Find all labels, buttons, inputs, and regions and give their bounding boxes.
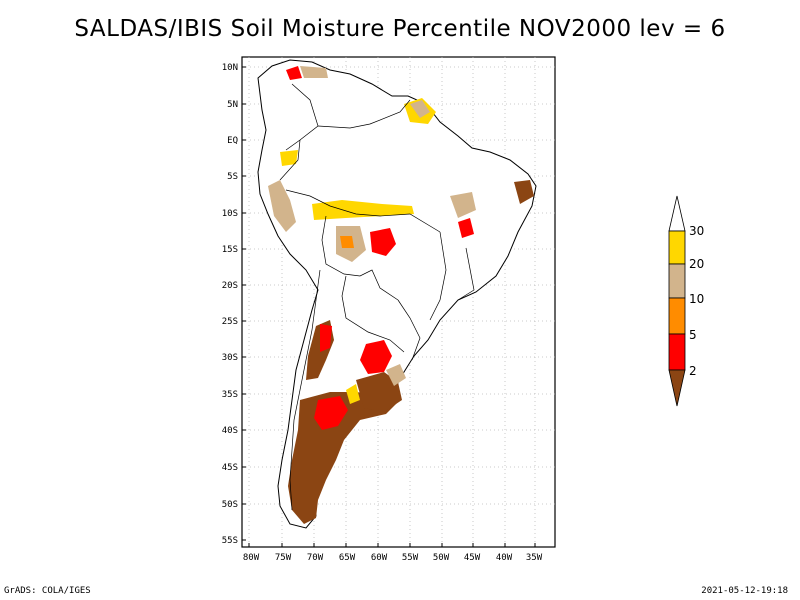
colorbar-under-arrow	[668, 369, 686, 407]
region-under-2-patagonia	[288, 392, 398, 524]
lon-label-50w: 50W	[433, 553, 450, 563]
lon-label-80w: 80W	[243, 553, 260, 563]
region-2-5-ne-brazil	[458, 218, 474, 238]
region-10-20-south-brazil	[386, 364, 406, 386]
lat-label-20s: 20S	[222, 281, 238, 291]
lat-label-5s: 5S	[227, 172, 238, 182]
lon-label-70w: 70W	[307, 553, 324, 563]
lat-label-10n: 10N	[222, 63, 238, 73]
lat-label-25s: 25S	[222, 317, 238, 327]
region-10-20-ne-brazil	[450, 192, 476, 218]
map-title: SALDAS/IBIS Soil Moisture Percentile NOV…	[74, 16, 726, 42]
lat-label-55s: 55S	[222, 536, 238, 546]
region-under-2-ne-brazil	[514, 180, 534, 204]
region-under-2-uruguay	[356, 372, 402, 412]
region-10-20-venezuela	[300, 66, 328, 78]
colorbar-2-5	[668, 333, 686, 371]
colorbar-over-arrow	[668, 195, 686, 232]
colorbar-10-20	[668, 263, 686, 299]
region-20-30-colombia	[280, 150, 298, 166]
country-borders	[279, 83, 475, 511]
colorbar-20-30	[668, 230, 686, 265]
lon-label-40w: 40W	[496, 553, 513, 563]
lon-label-55w: 55W	[402, 553, 419, 563]
footer-credit: GrADS: COLA/IGES	[4, 586, 91, 596]
footer-timestamp: 2021-05-12-19:18	[701, 586, 788, 596]
region-10-20-guyana	[410, 100, 430, 118]
colorbar-label-10: 10	[689, 292, 704, 306]
lon-label-60w: 60W	[371, 553, 388, 563]
colorbar-label-2: 2	[689, 364, 697, 378]
lat-label-35s: 35S	[222, 390, 238, 400]
lon-label-35w: 35W	[526, 553, 543, 563]
colorbar: 30 20 10 5 2	[668, 195, 704, 407]
latitude-labels: 10N 5N EQ 5S 10S 15S 20S 25S 30S 35S 40S…	[222, 63, 238, 546]
lat-label-40s: 40S	[222, 426, 238, 436]
colorbar-label-5: 5	[689, 328, 697, 342]
region-10-20-andes-north	[268, 180, 296, 232]
lat-label-5n: 5N	[227, 100, 238, 110]
axis-tick-marks	[242, 66, 536, 547]
colorbar-5-10	[668, 297, 686, 335]
lat-label-15s: 15S	[222, 245, 238, 255]
longitude-labels: 80W 75W 70W 65W 60W 55W 50W 45W 40W 35W	[243, 553, 543, 563]
region-20-30-south-brazil	[346, 384, 360, 404]
region-2-5-andes	[320, 324, 332, 352]
lon-label-45w: 45W	[464, 553, 481, 563]
colorbar-label-30: 30	[689, 224, 704, 238]
region-2-5-pampas	[314, 396, 348, 430]
region-5-10-mato-grosso	[340, 236, 354, 248]
lon-label-75w: 75W	[275, 553, 292, 563]
lon-label-65w: 65W	[339, 553, 356, 563]
percentile-regions	[268, 66, 534, 524]
region-2-5-central	[360, 340, 392, 374]
region-20-30-amazon	[312, 200, 414, 220]
region-2-5-mato-grosso	[370, 228, 396, 256]
lat-label-45s: 45S	[222, 463, 238, 473]
region-2-5-venezuela	[286, 66, 302, 80]
lat-label-50s: 50S	[222, 500, 238, 510]
colorbar-label-20: 20	[689, 257, 704, 271]
lat-label-eq: EQ	[227, 136, 238, 146]
map-plot-area: 10N 5N EQ 5S 10S 15S 20S 25S 30S 35S 40S…	[222, 56, 556, 563]
lat-label-30s: 30S	[222, 353, 238, 363]
lat-label-10s: 10S	[222, 209, 238, 219]
